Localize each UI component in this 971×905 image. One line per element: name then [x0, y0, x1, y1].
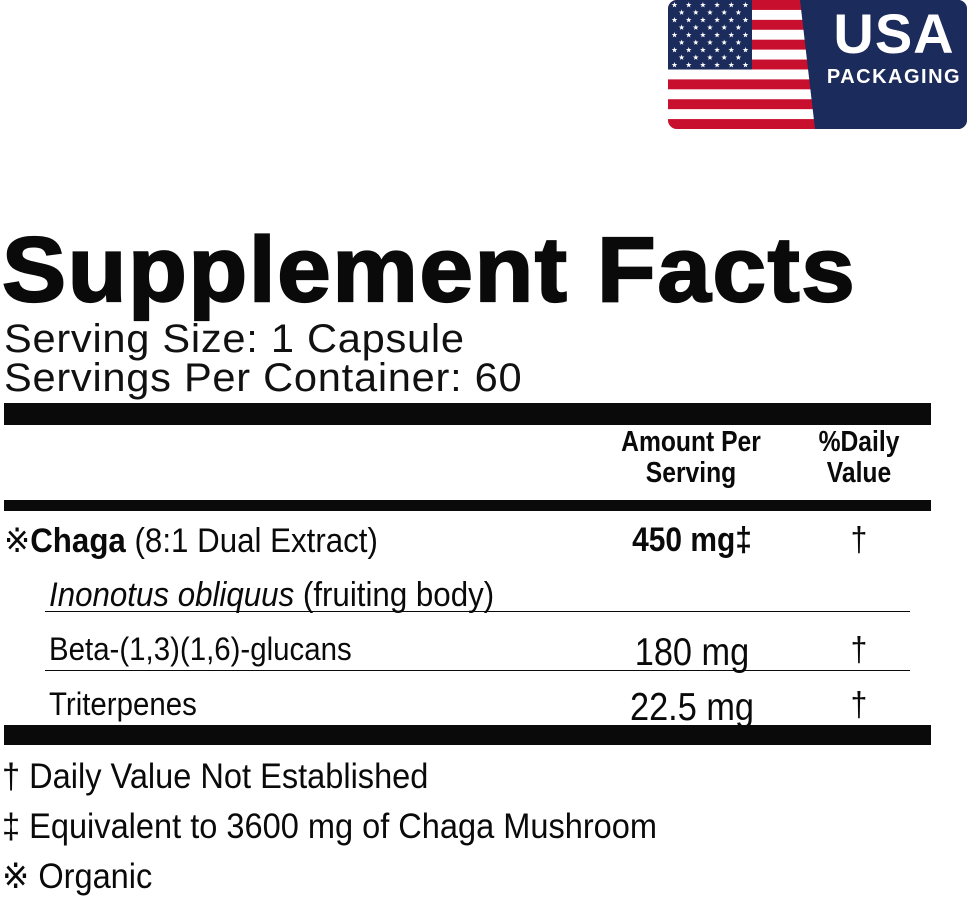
svg-text:USA: USA [833, 2, 954, 65]
svg-text:PACKAGING: PACKAGING [827, 66, 961, 88]
